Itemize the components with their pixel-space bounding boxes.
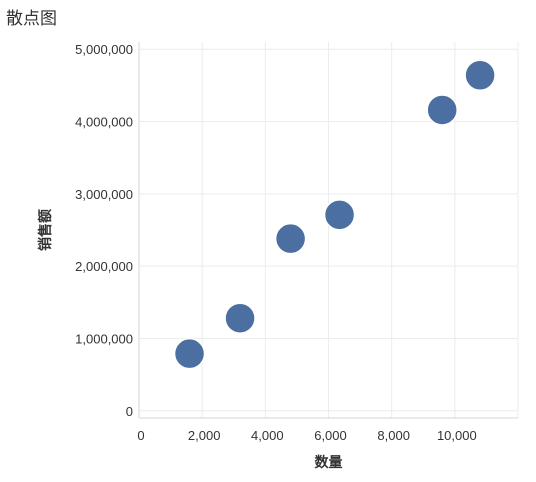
y-tick-label: 4,000,000: [75, 115, 133, 130]
y-tick-label: 1,000,000: [75, 331, 133, 346]
x-tick-label: 0: [137, 428, 144, 443]
x-tick-label: 8,000: [377, 428, 410, 443]
data-points: [173, 59, 496, 370]
y-axis-ticks: 0 1,000,000 2,000,000 3,000,000 4,000,000 5,0…: [75, 42, 133, 419]
x-tick-label: 2,000: [188, 428, 221, 443]
scatter-point: [323, 199, 356, 231]
x-axis-ticks: 0 2,000 4,000 6,000 8,000 10,000: [137, 428, 476, 443]
scatter-point: [464, 59, 496, 92]
axes: [138, 42, 518, 419]
x-tick-label: 6,000: [314, 428, 347, 443]
scatter-point: [426, 94, 458, 126]
x-axis-title: 数量: [315, 454, 343, 471]
scatter-point: [224, 302, 256, 334]
y-axis-title: 销售额: [37, 209, 54, 251]
chart-title: 散点图: [6, 9, 57, 29]
y-tick-label: 0: [126, 404, 133, 419]
y-tick-label: 5,000,000: [75, 42, 133, 57]
y-tick-label: 3,000,000: [75, 187, 133, 202]
x-tick-label: 10,000: [437, 428, 477, 443]
y-tick-label: 2,000,000: [75, 259, 133, 274]
scatter-point: [274, 222, 307, 255]
x-tick-label: 4,000: [251, 428, 284, 443]
scatter-point: [173, 337, 206, 370]
